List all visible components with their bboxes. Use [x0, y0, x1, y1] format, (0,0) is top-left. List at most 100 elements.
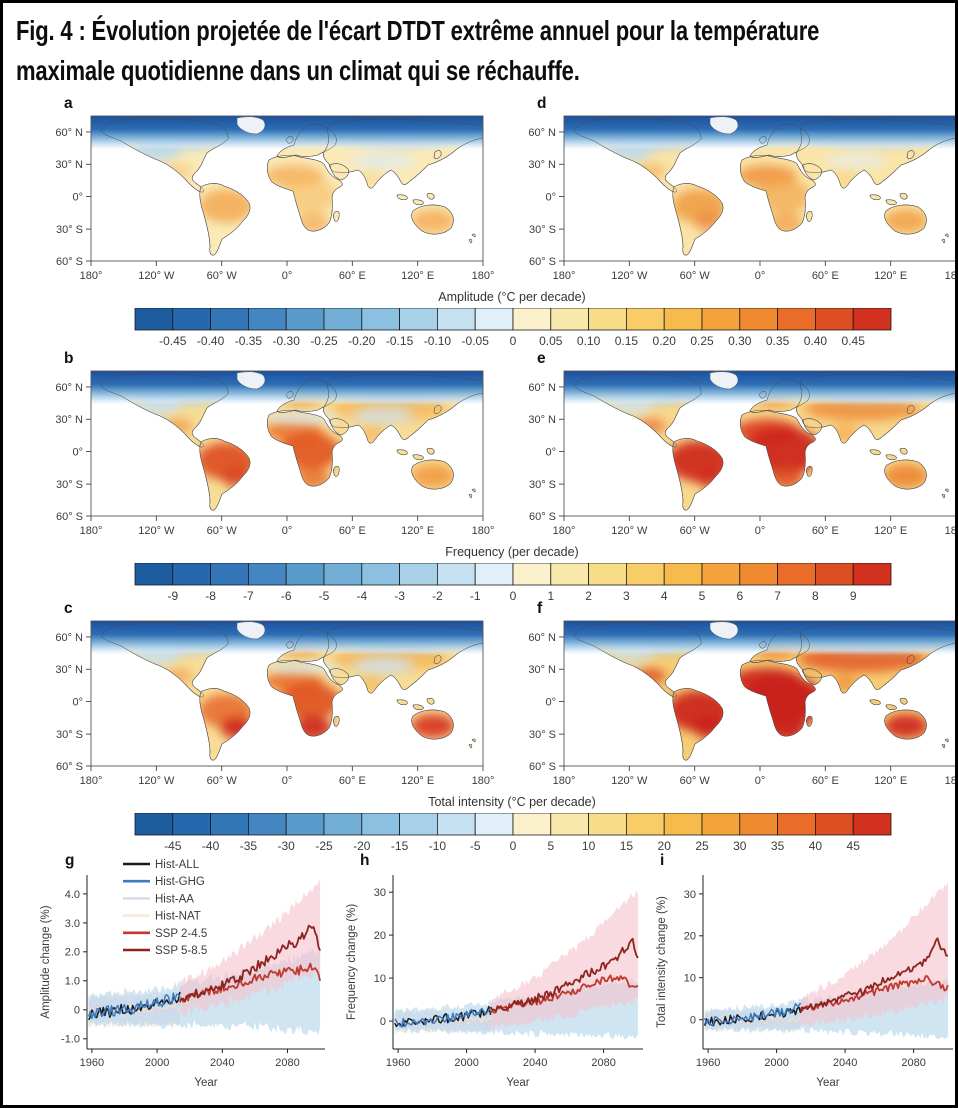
svg-text:-35: -35: [240, 839, 258, 853]
map-panel-d: 60° N 30° N 0° 30° S 60° S 180° 120° W 60° W 0° 6…: [514, 114, 955, 288]
map-panel-a: 60° N 30° N 0° 30° S 60° S 180° 120° W 60° W 0° 6…: [41, 114, 503, 288]
svg-text:Year: Year: [506, 1077, 529, 1089]
svg-text:6: 6: [736, 589, 743, 603]
svg-text:0°: 0°: [755, 270, 766, 282]
svg-text:120° E: 120° E: [874, 270, 907, 282]
svg-text:Amplitude change (%): Amplitude change (%): [40, 905, 52, 1018]
svg-text:30° S: 30° S: [56, 479, 83, 491]
svg-text:-9: -9: [167, 589, 178, 603]
svg-text:30: 30: [684, 889, 696, 901]
svg-text:Frequency change (%): Frequency change (%): [346, 904, 358, 1021]
svg-text:60° W: 60° W: [680, 525, 711, 537]
map-panel-e: 60° N 30° N 0° 30° S 60° S 180° 120° W 60° W 0° 6…: [514, 369, 958, 543]
svg-text:60° W: 60° W: [680, 270, 711, 282]
svg-text:-45: -45: [164, 839, 182, 853]
map-panel-b: 60° N 30° N 0° 30° S 60° S 180° 120° W 60° W 0° 6…: [41, 369, 503, 543]
svg-text:0°: 0°: [545, 696, 556, 708]
svg-text:-10: -10: [429, 839, 447, 853]
svg-text:Hist-ALL: Hist-ALL: [155, 859, 200, 871]
svg-text:2000: 2000: [454, 1057, 478, 1069]
svg-text:9: 9: [850, 589, 857, 603]
svg-text:120° W: 120° W: [138, 270, 175, 282]
svg-text:1960: 1960: [386, 1057, 410, 1069]
map-svg-d: 60° N 30° N 0° 30° S 60° S 180° 120° W 60° W 0° 6…: [528, 115, 955, 282]
svg-text:2040: 2040: [210, 1057, 234, 1069]
svg-text:7: 7: [774, 589, 781, 603]
svg-text:-0.10: -0.10: [424, 334, 452, 348]
svg-text:-20: -20: [353, 839, 371, 853]
svg-text:5: 5: [547, 839, 554, 853]
svg-text:30° S: 30° S: [56, 224, 83, 236]
colorbar-frequency-title: Frequency (per decade): [445, 545, 579, 559]
panel-label-a: a: [64, 95, 73, 112]
svg-text:-0.45: -0.45: [159, 334, 187, 348]
svg-text:3.0: 3.0: [65, 918, 80, 930]
svg-text:10: 10: [582, 839, 596, 853]
svg-text:45: 45: [847, 839, 861, 853]
map-panel-f: 60° N 30° N 0° 30° S 60° S 180° 120° W 60° W 0° 6…: [514, 619, 955, 793]
svg-text:-6: -6: [281, 589, 292, 603]
svg-text:Total intensity change (%): Total intensity change (%): [656, 896, 668, 1028]
svg-text:60° S: 60° S: [529, 511, 556, 523]
svg-text:180°: 180°: [472, 270, 495, 282]
svg-text:60° N: 60° N: [528, 382, 556, 394]
svg-text:1: 1: [547, 589, 554, 603]
svg-text:60° N: 60° N: [55, 382, 83, 394]
figure-title: Fig. 4 : Évolution projetée de l'écart D…: [16, 11, 955, 91]
svg-text:2.0: 2.0: [65, 947, 80, 959]
svg-text:120° W: 120° W: [138, 525, 175, 537]
svg-text:-5: -5: [470, 839, 481, 853]
svg-text:120° W: 120° W: [611, 775, 648, 787]
svg-text:0.35: 0.35: [766, 334, 790, 348]
svg-text:-0.15: -0.15: [386, 334, 414, 348]
timeseries-panel-h: 0 10 20 30 1960 2000 2040 2080 Year Frequency cha…: [346, 875, 643, 1089]
map-svg-b: 60° N 30° N 0° 30° S 60° S 180° 120° W 60° W 0° 6…: [55, 370, 494, 537]
svg-text:60° W: 60° W: [207, 525, 238, 537]
svg-text:40: 40: [809, 839, 823, 853]
svg-text:0.45: 0.45: [842, 334, 866, 348]
panel-label-f: f: [537, 600, 543, 617]
svg-text:2040: 2040: [833, 1057, 857, 1069]
svg-text:60° E: 60° E: [339, 270, 366, 282]
timeseries-panel-g: -1.0 0 1.0 2.0 3.0 4.0 1960 2000 2040 2080 Year Amp…: [40, 859, 325, 1089]
svg-text:2080: 2080: [901, 1057, 925, 1069]
svg-text:0.30: 0.30: [728, 334, 752, 348]
svg-text:2000: 2000: [145, 1057, 169, 1069]
panel-label-g: g: [65, 852, 75, 869]
svg-text:60° E: 60° E: [339, 775, 366, 787]
svg-text:0: 0: [74, 1005, 80, 1017]
svg-text:15: 15: [620, 839, 634, 853]
svg-text:4: 4: [661, 589, 668, 603]
svg-text:30° N: 30° N: [528, 159, 556, 171]
svg-text:0.05: 0.05: [539, 334, 563, 348]
colorbar-total-intensity: -45 -40 -35 -30 -25 -20 -15 -10 -5 0 5 10 15 20 25 30 35…: [134, 812, 892, 855]
svg-text:-30: -30: [278, 839, 296, 853]
map-svg-c: 60° N 30° N 0° 30° S 60° S 180° 120° W 60° W 0° 6…: [55, 620, 494, 787]
colorbar-amplitude-svg: -0.45 -0.40 -0.35 -0.30 -0.25 -0.20 -0.15 -0.10…: [134, 307, 892, 348]
colorbar-total-intensity-title: Total intensity (°C per decade): [428, 795, 596, 809]
svg-text:SSP 5-8.5: SSP 5-8.5: [155, 945, 207, 957]
svg-text:60° S: 60° S: [56, 761, 83, 773]
map-svg-e: 60° N 30° N 0° 30° S 60° S 180° 120° W 60° W 0° 6…: [528, 370, 958, 537]
svg-text:2000: 2000: [764, 1057, 788, 1069]
panel-label-e: e: [537, 350, 546, 367]
svg-text:0°: 0°: [282, 775, 293, 787]
map-svg-a: 60° N 30° N 0° 30° S 60° S 180° 120° W 60° W 0° 6…: [55, 115, 495, 282]
svg-text:30: 30: [733, 839, 747, 853]
svg-text:-0.30: -0.30: [273, 334, 301, 348]
svg-text:0.10: 0.10: [577, 334, 601, 348]
svg-text:2080: 2080: [275, 1057, 299, 1069]
svg-text:180°: 180°: [945, 525, 958, 537]
svg-text:3: 3: [623, 589, 630, 603]
map-panel-c: 60° N 30° N 0° 30° S 60° S 180° 120° W 60° W 0° 6…: [41, 619, 503, 793]
svg-text:120° E: 120° E: [401, 775, 434, 787]
svg-text:20: 20: [658, 839, 672, 853]
svg-text:35: 35: [771, 839, 785, 853]
map-svg-f: 60° N 30° N 0° 30° S 60° S 180° 120° W 60° W 0° 6…: [528, 620, 955, 787]
svg-text:60° E: 60° E: [812, 775, 839, 787]
svg-text:30° N: 30° N: [55, 159, 83, 171]
svg-text:0.25: 0.25: [690, 334, 714, 348]
svg-text:-8: -8: [205, 589, 216, 603]
svg-text:30° S: 30° S: [529, 729, 556, 741]
